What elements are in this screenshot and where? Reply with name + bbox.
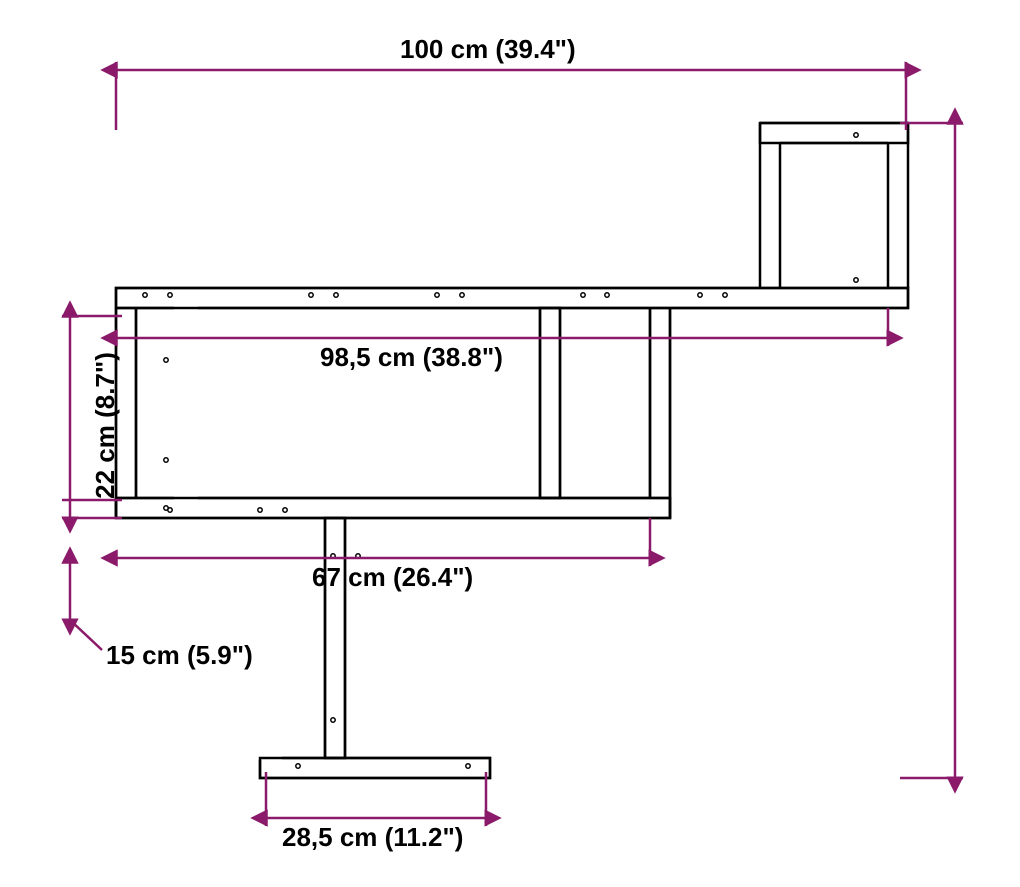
dowel-hole [331,718,335,722]
dowel-hole [723,293,727,297]
dowel-hole [164,358,168,362]
dowel-hole [435,293,439,297]
dim-left15-label: 15 cm (5.9") [106,640,253,671]
dowel-hole [466,764,470,768]
dim-bot28-label: 28,5 cm (11.2") [282,822,463,853]
dowel-hole [581,293,585,297]
dowel-hole [164,458,168,462]
dowel-hole [854,278,858,282]
dowel-hole [334,293,338,297]
dim-top-label: 100 cm (39.4") [400,34,576,65]
dowel-hole [309,293,313,297]
dowel-hole [460,293,464,297]
dim-left22-label: 22 cm (8.7") [90,352,121,499]
dowel-hole [283,508,287,512]
dowel-hole [854,133,858,137]
dowel-hole [143,293,147,297]
dowel-hole [168,508,172,512]
dim-mid98-label: 98,5 cm (38.8") [320,342,503,373]
dim-mid67-label: 67 cm (26.4") [312,562,473,593]
dowel-hole [168,293,172,297]
dowel-hole [698,293,702,297]
dowel-hole [296,764,300,768]
dowel-hole [605,293,609,297]
dowel-hole [258,508,262,512]
